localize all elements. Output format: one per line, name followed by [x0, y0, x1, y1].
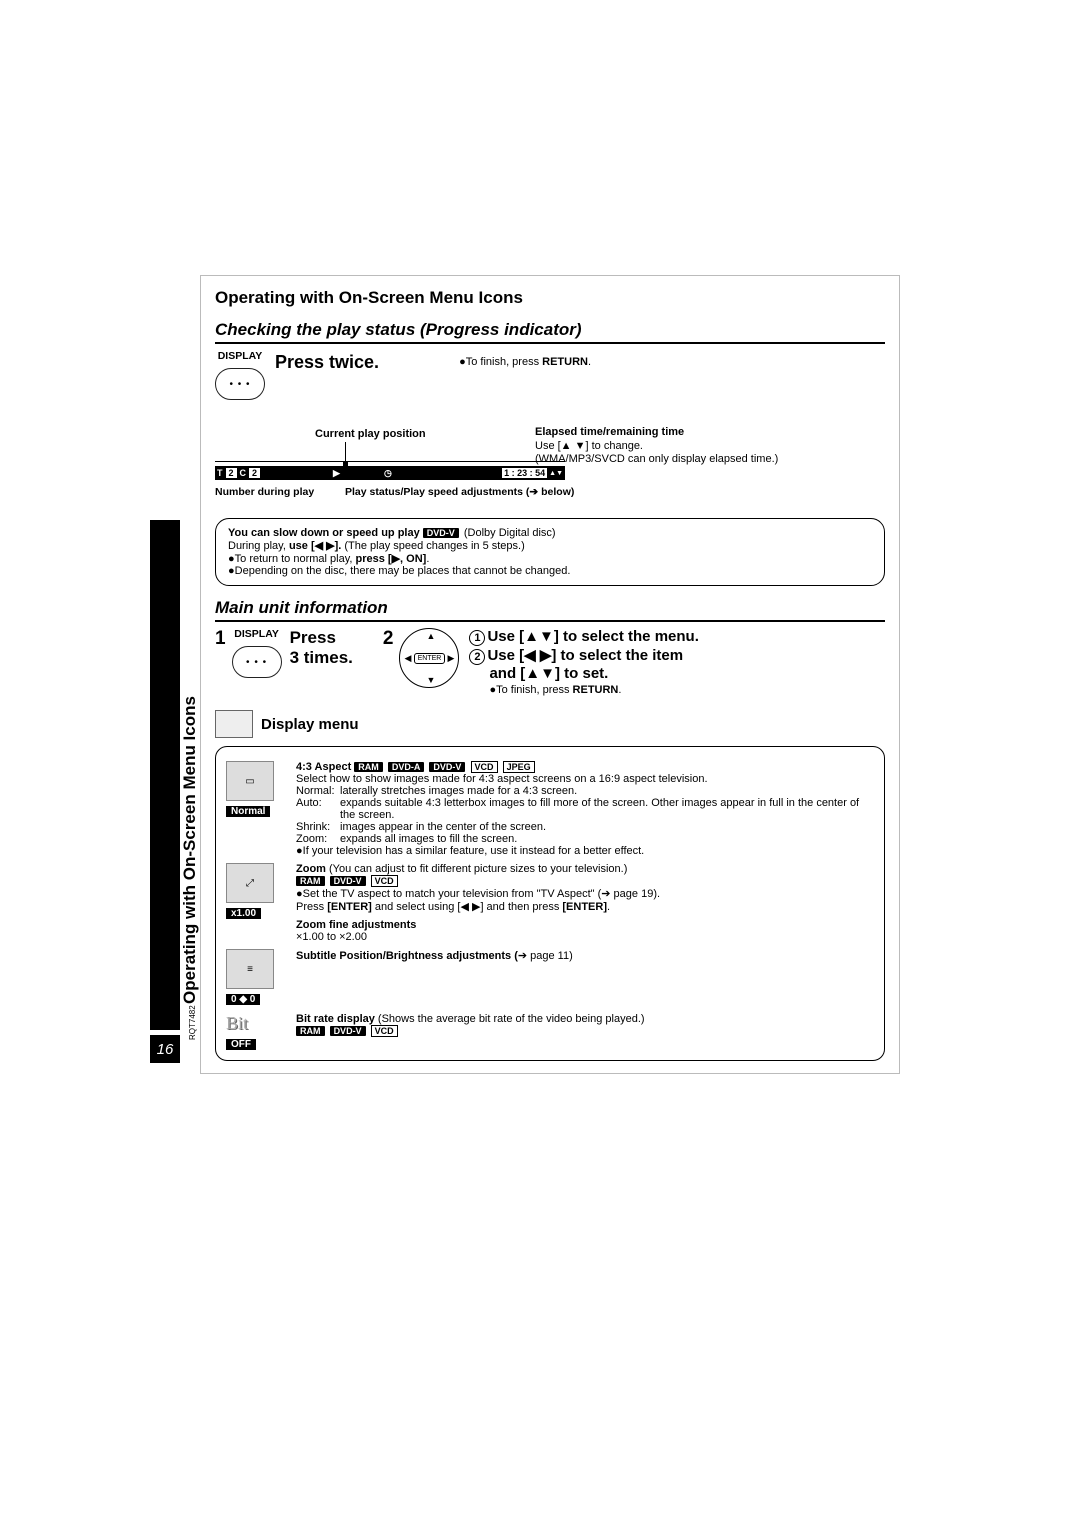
aspect-auto: Auto:expands suitable 4:3 letterbox imag…	[296, 797, 874, 821]
bar-num-2: 2	[249, 468, 260, 478]
progress-subsection-title: Checking the play status (Progress indic…	[215, 320, 885, 344]
right-arrow-icon: ▶	[448, 653, 455, 664]
side-vertical-label: Operating with On-Screen Menu Icons	[180, 680, 200, 1020]
speed-line-2: During play, use [◀ ▶]. (The play speed …	[228, 539, 872, 552]
bar-num-1: 2	[226, 468, 237, 478]
zoom-l3: Press [ENTER] and select using [◀ ▶] and…	[296, 900, 874, 913]
finish-return-2: ●To finish, press RETURN.	[489, 684, 698, 696]
progress-bar: T 2 C 2 ▶ ◷ 1 : 23 : 54 ▲▼	[215, 466, 565, 480]
display-button-icon-2: • • •	[232, 646, 282, 678]
document-code: RQT7482	[188, 1005, 197, 1040]
badge-vcd-2: VCD	[371, 875, 398, 887]
step2-line1: 1Use [▲▼] to select the menu.	[469, 628, 698, 646]
subtitle-row: ≡ 0 ◆ 0 Subtitle Position/Brightness adj…	[226, 949, 874, 1007]
up-arrow-icon: ▲	[426, 631, 435, 641]
bar-t-icon: T	[215, 468, 225, 478]
bar-updown-icon: ▲▼	[547, 470, 565, 477]
badge-dvdv-4: DVD-V	[330, 1026, 366, 1036]
label-number-during-play: Number during play	[215, 486, 314, 498]
bit-label: Bit	[226, 1013, 296, 1034]
circle-2-icon: 2	[469, 649, 485, 665]
aspect-zoom: Zoom:expands all images to fill the scre…	[296, 833, 874, 845]
zoom-badges: RAM DVD-V VCD	[296, 875, 874, 887]
label-elapsed-use: Use [▲ ▼] to change.	[535, 440, 643, 452]
subtitle-icon: ≡	[226, 949, 274, 989]
badge-ram-1: RAM	[354, 762, 383, 772]
page-number: 16	[150, 1035, 180, 1063]
aspect-shrink: Shrink:images appear in the center of th…	[296, 821, 874, 833]
step1-press: Press	[290, 628, 353, 648]
speed-line-3: ●To return to normal play, press [▶, ON]…	[228, 552, 872, 565]
side-black-tab	[150, 520, 180, 1030]
display-button-icon-1: • • •	[215, 368, 265, 400]
aspect-desc: Select how to show images made for 4:3 a…	[296, 773, 874, 785]
zoom-l2: ●Set the TV aspect to match your televis…	[296, 887, 874, 900]
bar-play-icon: ▶	[331, 468, 342, 479]
main-unit-subsection-title: Main unit information	[215, 598, 885, 622]
zoom-row: ⤢ x1.00 Zoom (You can adjust to fit diff…	[226, 863, 874, 943]
step-1-number: 1	[215, 628, 226, 650]
display-menu-title: Display menu	[261, 716, 359, 733]
aspect-icon: ▭	[226, 761, 274, 801]
aspect-note: ●If your television has a similar featur…	[296, 845, 874, 857]
aspect-normal: Normal:laterally stretches images made f…	[296, 785, 874, 797]
speed-info-box: You can slow down or speed up play DVD-V…	[215, 518, 885, 586]
zoom-x100-badge: x1.00	[226, 908, 261, 919]
bar-time: 1 : 23 : 54	[502, 468, 547, 478]
progress-diagram: Current play position Elapsed time/remai…	[215, 428, 785, 498]
badge-ram-3: RAM	[296, 1026, 325, 1036]
badge-vcd-3: VCD	[371, 1025, 398, 1037]
badge-vcd-1: VCD	[471, 761, 498, 773]
badge-ram-2: RAM	[296, 876, 325, 886]
display-button-block-2: DISPLAY • • •	[232, 628, 282, 678]
down-arrow-icon: ▼	[426, 675, 435, 685]
display-label-2: DISPLAY	[232, 628, 282, 640]
enter-nav-disc: ▲ ▼ ◀ ▶ ENTER	[399, 628, 459, 688]
speed-line-4: ●Depending on the disc, there may be pla…	[228, 565, 872, 577]
bar-clock-icon: ◷	[382, 468, 394, 479]
dvd-v-badge-1: DVD-V	[423, 528, 459, 538]
enter-label: ENTER	[414, 653, 446, 664]
badge-dvdv-3: DVD-V	[330, 876, 366, 886]
zoom-icon: ⤢	[226, 863, 274, 903]
bitrate-badges: RAM DVD-V VCD	[296, 1025, 874, 1037]
progress-baseline	[215, 461, 565, 462]
bitrate-line1: Bit rate display (Shows the average bit …	[296, 1013, 874, 1025]
aspect-title-line: 4:3 Aspect RAM DVD-A DVD-V VCD JPEG	[296, 761, 874, 773]
finish-return-1: ●To finish, press RETURN.	[459, 356, 591, 368]
bar-c-icon: C	[238, 468, 249, 478]
step-2-number: 2	[383, 628, 394, 650]
speed-line-1: You can slow down or speed up play DVD-V…	[228, 527, 872, 539]
label-current-position: Current play position	[315, 428, 426, 440]
display-menu-icon	[215, 710, 253, 738]
left-arrow-icon: ◀	[404, 653, 411, 664]
badge-dvda: DVD-A	[388, 762, 425, 772]
zoom-fine-title: Zoom fine adjustments	[296, 919, 874, 931]
aspect-row: ▭ Normal 4:3 Aspect RAM DVD-A DVD-V VCD …	[226, 761, 874, 857]
bit-off-badge: OFF	[226, 1039, 256, 1050]
subtitle-00-badge: 0 ◆ 0	[226, 994, 260, 1005]
press-twice-label: Press twice.	[275, 352, 379, 373]
page-content: Operating with On-Screen Menu Icons Chec…	[200, 275, 900, 1074]
subtitle-line: Subtitle Position/Brightness adjustments…	[296, 949, 874, 962]
badge-dvdv-2: DVD-V	[429, 762, 465, 772]
label-elapsed-note: (WMA/MP3/SVCD can only display elapsed t…	[535, 453, 785, 465]
step2-line2b: and [▲▼] to set.	[489, 665, 698, 682]
section-title: Operating with On-Screen Menu Icons	[215, 288, 885, 308]
step1-3times: 3 times.	[290, 648, 353, 668]
display-label-1: DISPLAY	[215, 350, 265, 362]
bitrate-row: Bit OFF Bit rate display (Shows the aver…	[226, 1013, 874, 1052]
label-play-status: Play status/Play speed adjustments (➔ be…	[345, 486, 574, 498]
zoom-fine-val: ×1.00 to ×2.00	[296, 931, 874, 943]
display-menu-box: ▭ Normal 4:3 Aspect RAM DVD-A DVD-V VCD …	[215, 746, 885, 1061]
zoom-title-line: Zoom (You can adjust to fit different pi…	[296, 863, 874, 875]
display-button-block: DISPLAY • • •	[215, 350, 265, 400]
label-elapsed-time-title: Elapsed time/remaining time	[535, 426, 684, 438]
circle-1-icon: 1	[469, 630, 485, 646]
badge-jpeg: JPEG	[503, 761, 535, 773]
aspect-normal-badge: Normal	[226, 806, 270, 817]
step2-line2a: 2Use [◀ ▶] to select the item	[469, 646, 698, 665]
